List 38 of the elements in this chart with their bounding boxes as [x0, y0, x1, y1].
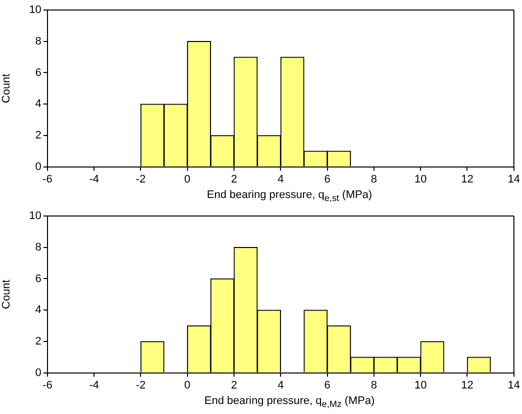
- y-tick-label: 10: [29, 4, 42, 16]
- x-tick-label: 4: [278, 379, 284, 392]
- x-tick-label: -6: [42, 173, 52, 186]
- x-tick-label: 10: [414, 173, 427, 186]
- x-axis-title: End bearing pressure, q$_{e,st}$ (MPa): [206, 188, 374, 206]
- y-axis-title: Count: [0, 74, 13, 104]
- x-tick-label: 8: [370, 379, 378, 392]
- x-tick-label: 14: [508, 173, 520, 186]
- y-tick-label: 8: [35, 241, 42, 254]
- x-tick-label: -2: [136, 379, 146, 392]
- y-tick-label: 4: [35, 304, 42, 316]
- y-tick-label: 0: [35, 160, 42, 173]
- x-tick-label: 4: [278, 173, 284, 186]
- x-tick-label: 10: [414, 379, 427, 392]
- x-tick-label: 6: [324, 173, 330, 186]
- x-tick-label: -6: [42, 379, 52, 392]
- y-axis-title: Count: [0, 280, 13, 310]
- y-tick-label: 6: [35, 66, 42, 79]
- x-tick-label: 2: [230, 379, 238, 392]
- y-tick-label: 2: [35, 335, 42, 348]
- y-tick-label: 8: [35, 35, 42, 48]
- x-tick-label: 12: [461, 173, 474, 186]
- x-tick-label: 8: [370, 173, 378, 186]
- y-tick-label: 10: [29, 210, 42, 222]
- y-tick-label: 2: [35, 129, 42, 142]
- x-tick-label: 6: [324, 379, 330, 392]
- x-tick-label: 14: [508, 379, 520, 392]
- x-tick-label: -4: [89, 379, 99, 392]
- x-tick-label: 2: [230, 173, 238, 186]
- x-tick-label: 12: [461, 379, 474, 392]
- y-tick-label: 6: [35, 272, 42, 285]
- y-tick-label: 0: [35, 366, 42, 379]
- x-axis-title: End bearing pressure, q$_{e,Mz}$ (MPa): [203, 394, 376, 412]
- x-tick-label: 0: [184, 379, 190, 392]
- x-tick-label: -4: [89, 173, 99, 186]
- x-tick-label: -2: [136, 173, 146, 186]
- y-tick-label: 4: [35, 98, 42, 110]
- x-tick-label: 0: [184, 173, 190, 186]
